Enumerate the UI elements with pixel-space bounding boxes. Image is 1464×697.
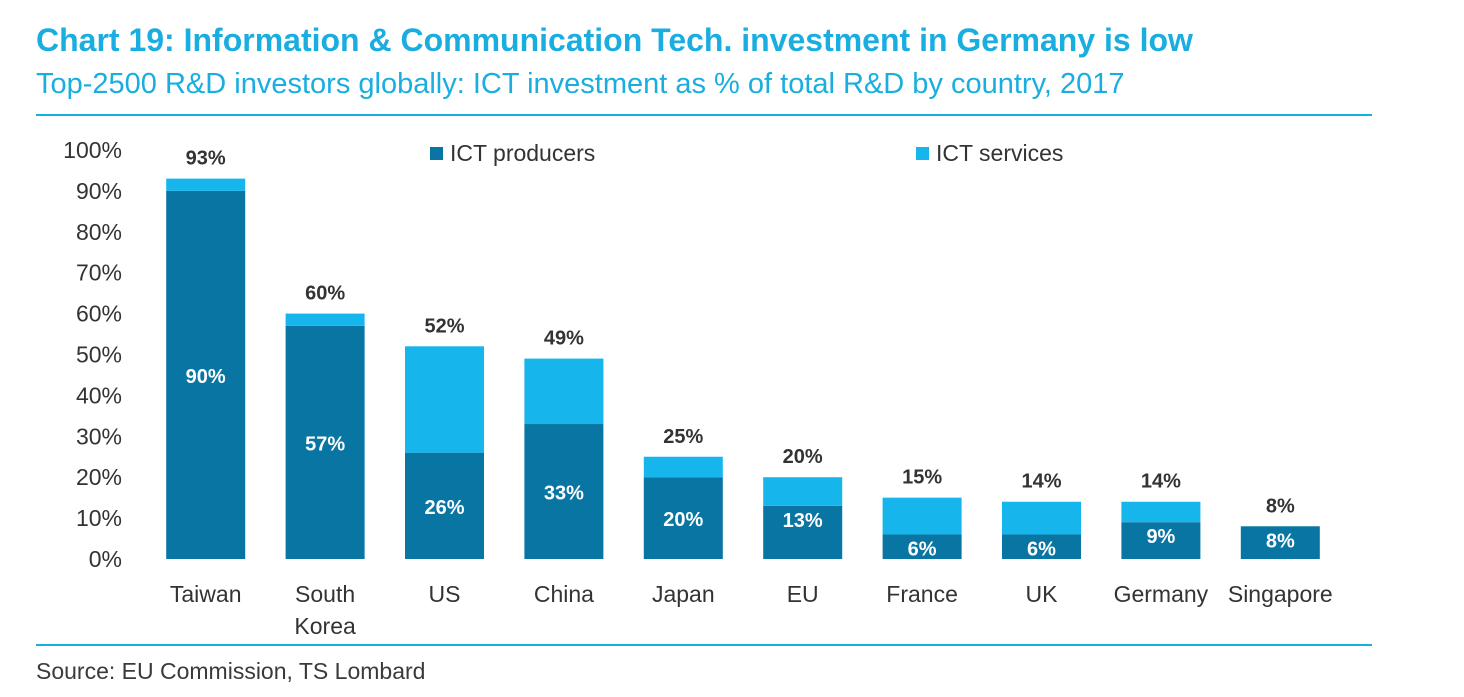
bar-segment-services [1002, 501, 1081, 535]
bar-total-label: 15% [902, 467, 942, 489]
bar-segment-producers [1121, 522, 1201, 559]
bar-label-producers: 13% [783, 510, 823, 532]
bar-total-label: 93% [186, 148, 226, 170]
x-category-label: UK [1026, 581, 1059, 607]
bar-total-label: 14% [1141, 471, 1181, 493]
bar-label-producers: 26% [424, 497, 464, 519]
y-tick-label: 70% [76, 260, 122, 286]
source-note: Source: EU Commission, TS Lombard [36, 658, 426, 684]
bar-segment-services [524, 358, 604, 425]
bar-segment-services [405, 346, 484, 453]
x-category-label: Germany [1114, 581, 1209, 607]
bar-segment-services [1121, 501, 1201, 523]
bar-segment-services [643, 456, 723, 478]
top-divider [36, 114, 1372, 116]
y-tick-label: 40% [76, 382, 122, 408]
bar-total-label: 8% [1266, 495, 1295, 517]
x-category-label: China [534, 581, 594, 607]
x-category-label: US [429, 581, 461, 607]
bar-segment-producers [166, 190, 246, 559]
y-tick-label: 20% [76, 464, 122, 490]
bar-label-producers: 33% [544, 483, 584, 505]
y-tick-label: 10% [76, 505, 122, 531]
bar-segment-producers [763, 505, 843, 559]
bar-label-producers: 57% [305, 433, 345, 455]
x-category-label: Japan [652, 581, 715, 607]
x-category-label: South [295, 581, 355, 607]
bar-segment-producers [882, 534, 962, 559]
x-category-label: Korea [294, 613, 356, 639]
bar-total-label: 60% [305, 283, 345, 305]
bar-label-producers: 9% [1146, 526, 1175, 548]
bar-segment-producers [524, 424, 604, 559]
bar-total-label: 25% [663, 426, 703, 448]
bar-segment-services [285, 313, 365, 326]
bar-total-label: 20% [783, 446, 823, 468]
bar-total-label: 52% [424, 315, 464, 337]
x-category-label: Taiwan [170, 581, 242, 607]
bar-label-producers: 6% [908, 538, 937, 560]
legend-label-services: ICT services [936, 140, 1064, 166]
chart-title: Chart 19: Information & Communication Te… [36, 22, 1193, 58]
bar-segment-producers [285, 325, 365, 559]
bar-segment-producers [643, 477, 723, 559]
y-tick-label: 100% [63, 137, 122, 163]
bar-segment-producers [1002, 534, 1081, 559]
x-category-label: EU [787, 581, 819, 607]
y-tick-label: 80% [76, 219, 122, 245]
bar-segment-services [882, 497, 962, 535]
legend-item-producers: ICT producers [430, 140, 595, 167]
y-tick-label: 50% [76, 342, 122, 368]
bar-segment-producers [405, 452, 484, 559]
chart-subtitle: Top-2500 R&D investors globally: ICT inv… [36, 68, 1125, 100]
bar-segment-producers [1240, 526, 1320, 559]
x-category-label: Singapore [1228, 581, 1333, 607]
bar-segment-services [763, 477, 843, 506]
x-category-label: France [886, 581, 958, 607]
bottom-divider [36, 644, 1372, 646]
legend-label-producers: ICT producers [450, 140, 596, 166]
y-tick-label: 0% [89, 546, 122, 572]
y-tick-label: 30% [76, 423, 122, 449]
bar-label-producers: 90% [186, 366, 226, 388]
y-tick-label: 60% [76, 301, 122, 327]
bar-label-producers: 6% [1027, 538, 1056, 560]
legend-swatch-producers [430, 147, 443, 160]
bar-total-label: 49% [544, 328, 584, 350]
legend-item-services: ICT services [916, 140, 1063, 167]
bar-label-producers: 20% [663, 509, 703, 531]
bar-label-producers: 8% [1266, 530, 1295, 552]
y-tick-label: 90% [76, 178, 122, 204]
legend-swatch-services [916, 147, 929, 160]
bar-segment-services [166, 178, 246, 191]
bar-total-label: 14% [1021, 471, 1061, 493]
